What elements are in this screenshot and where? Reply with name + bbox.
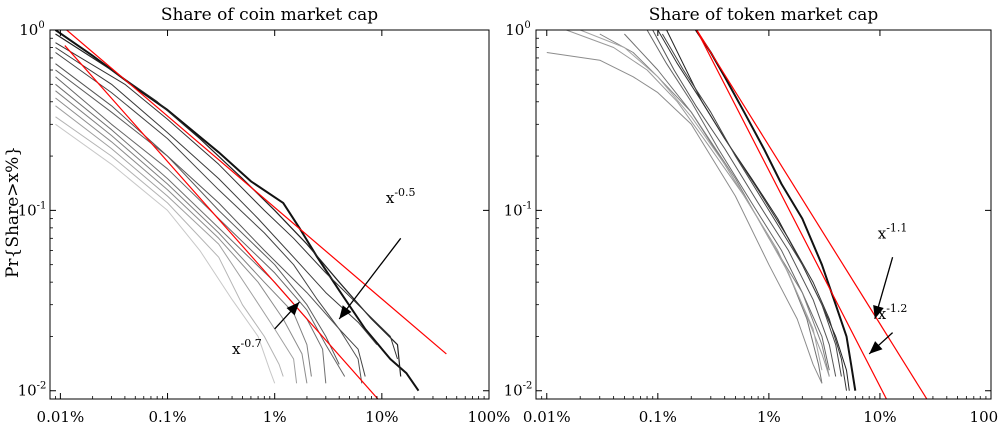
coin-y-tick-label-2: 10-1	[18, 200, 47, 219]
token-series-line-5	[652, 30, 837, 377]
coin-series-line-14	[55, 123, 276, 384]
coin-annotation-label-x-0_7: x-0.7	[232, 337, 262, 358]
coin-fit-line-x-0_5	[65, 30, 447, 355]
token-x-tick-label-3: 1%	[757, 408, 781, 426]
coin-fit-line-x-0_7	[64, 45, 379, 399]
token-x-tick-label-1: 0.01%	[523, 408, 571, 426]
token-plot-area	[546, 30, 928, 399]
coin-series-line-1	[54, 30, 420, 392]
token-series-line-1	[695, 30, 857, 391]
token-share-panel: Share of token market cap 0.01% 0.1% 1% 10% 1…	[504, 5, 999, 426]
coin-series-line-4	[55, 47, 378, 346]
coin-x-tick-label-5: 100%	[468, 408, 511, 426]
coin-annotation-arrowhead-x-0_7	[286, 302, 300, 316]
token-fit-line-x-1_2	[695, 30, 888, 399]
token-x-tick-label-2: 0.1%	[639, 408, 677, 426]
token-annotation-arrowhead-x-1_2	[869, 341, 883, 354]
token-annotation-label-x-1_1: x-1.1	[878, 221, 908, 242]
token-y-tick-label-3: 10-2	[504, 381, 533, 400]
token-series-line-8	[599, 33, 830, 377]
token-x-tick-label-4: 10%	[863, 408, 896, 426]
coin-series-line-7	[55, 69, 340, 365]
token-series-line-11	[580, 30, 823, 371]
token-chart-title: Share of token market cap	[649, 5, 879, 25]
coin-x-tick-label-4: 10%	[365, 408, 398, 426]
coin-annotation-arrow-x-0_5	[338, 237, 402, 320]
coin-series-line-13	[55, 116, 284, 377]
coin-series-line-5	[55, 52, 366, 377]
coin-series-line-6	[55, 63, 363, 384]
coin-axes-frame	[49, 29, 490, 400]
coin-series-line-10	[55, 90, 312, 377]
token-axes-frame	[535, 29, 992, 400]
token-y-tick-label-1: 100	[505, 20, 530, 39]
coin-series-line-11	[55, 97, 308, 384]
token-y-tick-label-2: 10-1	[504, 200, 533, 219]
token-x-tick-label-5: 100%	[970, 408, 999, 426]
coin-x-tick-label-1: 0.01%	[37, 408, 85, 426]
coin-series-line-3	[55, 42, 398, 360]
coin-series-line-12	[55, 105, 298, 384]
token-series-line-9	[546, 52, 823, 384]
token-series-line-4	[661, 33, 842, 377]
coin-y-tick-label-3: 10-2	[18, 381, 47, 400]
coin-x-tick-label-3: 1%	[263, 408, 287, 426]
coin-series-line-2	[55, 33, 402, 377]
token-series-line-3	[657, 30, 847, 391]
token-annotation-arrowhead-x-1_1	[873, 304, 884, 319]
coin-annotation-label-x-0_5: x-0.5	[386, 186, 416, 207]
y-axis-label: Pr{Share>x%}	[3, 146, 23, 278]
token-series-line-6	[646, 30, 830, 371]
coin-series-line-8	[55, 76, 346, 377]
token-series-line-10	[566, 30, 830, 377]
token-fit-line-x-1_1	[696, 30, 928, 399]
token-annotation-label-x-1_2: x-1.2	[878, 302, 908, 323]
coin-annotation-arrowhead-x-0_5	[339, 305, 352, 319]
coin-y-tick-label-1: 100	[19, 20, 44, 39]
coin-x-tick-label-2: 0.1%	[148, 408, 186, 426]
token-series-line-7	[624, 33, 823, 384]
coin-plot-area	[54, 30, 447, 399]
coin-chart-title: Share of coin market cap	[161, 5, 378, 25]
coin-series-line-9	[55, 83, 327, 384]
coin-share-panel: Share of coin market cap 0.01% 0.1% 1% 10% 10…	[18, 5, 511, 426]
